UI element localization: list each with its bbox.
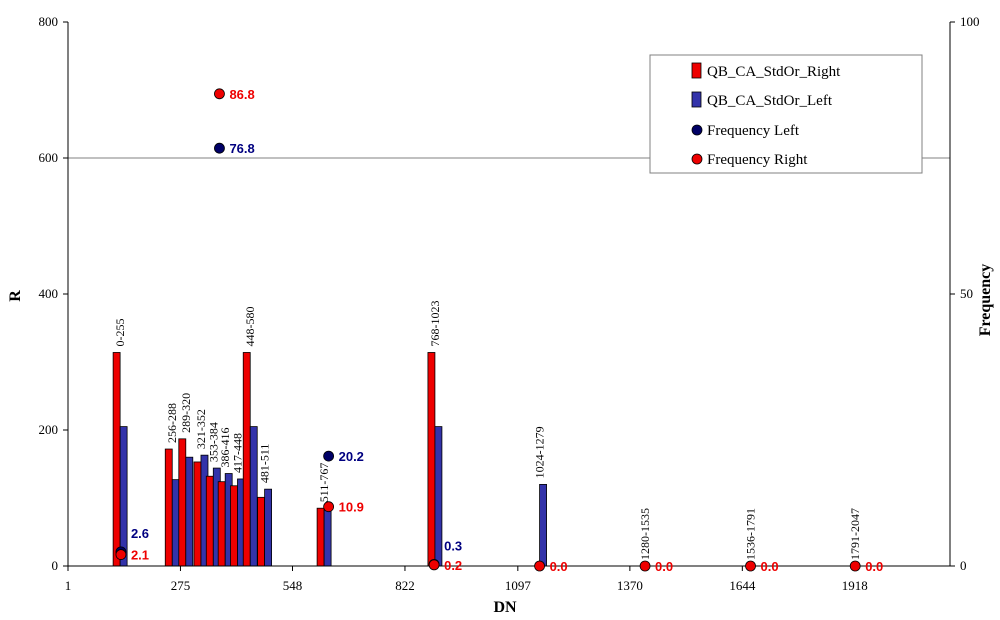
x-tick-label: 822 xyxy=(395,578,415,593)
frequency-point xyxy=(214,142,225,154)
category-labels: 0-255 256-288 289-320 321-352353-384386-416… xyxy=(113,300,862,560)
legend-marker-freq-right xyxy=(691,153,703,165)
frequency-point xyxy=(849,560,861,572)
frequency-label: 86.8 xyxy=(229,87,254,102)
bar-left xyxy=(185,456,194,567)
y2-ticks: 0 50 100 xyxy=(950,14,980,573)
bar-right xyxy=(178,438,187,567)
y2-tick-label: 50 xyxy=(960,286,973,301)
frequency-point xyxy=(323,501,335,513)
bar-left xyxy=(264,488,272,567)
frequency-label: 0.2 xyxy=(444,558,462,573)
bar-left xyxy=(434,426,443,567)
legend-swatch-right xyxy=(691,62,702,79)
y2-tick-label: 0 xyxy=(960,558,967,573)
y-tick-label: 200 xyxy=(39,422,59,437)
frequency-point xyxy=(214,88,225,100)
category-label: 353-384 xyxy=(206,422,220,462)
category-label: 1280-1535 xyxy=(638,508,652,560)
frequency-label: 2.6 xyxy=(131,526,149,541)
frequency-label: 0.0 xyxy=(865,559,883,574)
category-label: 1536-1791 xyxy=(744,508,758,560)
bar-right xyxy=(205,475,214,567)
frequency-points: 2.6 76.8 20.2 0.3 2.1 86.8 10.9 0.2 0.0 0.0 0.0 0.0 xyxy=(115,87,883,574)
y-axis-title: R xyxy=(7,290,24,302)
frequency-label: 0.3 xyxy=(444,538,462,553)
x-axis-title: DN xyxy=(493,599,517,616)
x-tick-label: 1918 xyxy=(842,578,868,593)
bar-left xyxy=(323,509,332,567)
frequency-point xyxy=(745,560,756,572)
category-label: 321-352 xyxy=(194,409,208,449)
y-tick-label: 0 xyxy=(52,558,59,573)
category-label: 511-767 xyxy=(317,463,331,503)
bar-right xyxy=(316,507,325,567)
frequency-point xyxy=(323,450,335,462)
frequency-label: 0.0 xyxy=(550,559,568,574)
frequency-point xyxy=(534,560,545,572)
legend-label-freq-left: Frequency Left xyxy=(707,123,800,139)
bar-left xyxy=(171,479,180,567)
legend-marker-freq-left xyxy=(691,124,703,136)
frequency-label: 20.2 xyxy=(339,449,364,464)
bar-right xyxy=(217,481,226,567)
x-tick-label: 1097 xyxy=(505,578,532,593)
frequency-label: 0.0 xyxy=(655,559,673,574)
y-ticks: 0 200 400 600 800 xyxy=(39,14,68,573)
legend-label-right: QB_CA_StdOr_Right xyxy=(707,64,841,80)
bar-right xyxy=(164,448,173,567)
legend: QB_CA_StdOr_Right QB_CA_StdOr_Left Frequ… xyxy=(649,54,923,174)
category-label: 481-511 xyxy=(258,444,272,484)
frequency-point xyxy=(115,549,127,560)
bar-left xyxy=(249,426,258,567)
x-ticks: 1 275 548 822 1097 1370 1644 1918 xyxy=(65,566,868,593)
y-tick-label: 600 xyxy=(39,150,59,165)
x-tick-label: 1644 xyxy=(729,578,756,593)
y2-tick-label: 100 xyxy=(960,14,980,29)
category-label: 1024-1279 xyxy=(533,426,547,478)
x-tick-label: 1 xyxy=(65,578,72,593)
y-tick-label: 400 xyxy=(39,286,59,301)
bar-right xyxy=(257,496,265,567)
category-label: 0-255 xyxy=(113,318,127,346)
frequency-label: 10.9 xyxy=(339,500,364,515)
frequency-label: 76.8 xyxy=(229,141,254,156)
bar-right xyxy=(193,461,202,567)
bar-left xyxy=(119,426,128,567)
bar-right xyxy=(230,485,238,567)
x-tick-label: 1370 xyxy=(617,578,643,593)
y-tick-label: 800 xyxy=(39,14,59,29)
category-label: 1791-2047 xyxy=(848,508,862,560)
frequency-point xyxy=(428,559,440,571)
category-label: 386-416 xyxy=(218,428,232,468)
bar-right xyxy=(427,352,436,567)
category-label: 256-288 xyxy=(165,403,179,443)
x-tick-label: 275 xyxy=(171,578,191,593)
frequency-label: 2.1 xyxy=(131,548,149,563)
frequency-label: 0.0 xyxy=(761,559,779,574)
x-tick-label: 548 xyxy=(283,578,303,593)
category-label: 448-580 xyxy=(243,306,257,346)
bar-right xyxy=(112,352,121,567)
bar-left xyxy=(539,483,547,567)
frequency-point xyxy=(639,560,651,572)
category-label: 417-448 xyxy=(231,433,245,473)
y2-axis-title: Frequency xyxy=(977,264,994,337)
legend-swatch-left xyxy=(691,91,702,108)
category-label: 768-1023 xyxy=(428,300,442,346)
legend-label-left: QB_CA_StdOr_Left xyxy=(707,93,833,109)
category-label: 289-320 xyxy=(179,393,193,433)
legend-label-freq-right: Frequency Right xyxy=(707,152,808,168)
